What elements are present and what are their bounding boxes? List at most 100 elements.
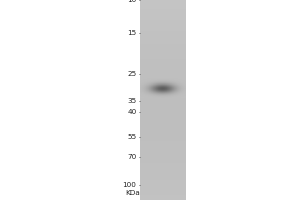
Bar	[140, 183, 186, 184]
Bar	[140, 143, 186, 144]
Bar	[140, 80, 186, 81]
Bar	[140, 20, 186, 21]
Bar	[140, 2, 186, 3]
Bar	[140, 103, 186, 104]
Bar	[140, 40, 186, 41]
Bar	[140, 6, 186, 7]
Bar	[140, 68, 186, 69]
Bar	[140, 164, 186, 165]
Bar	[140, 66, 186, 67]
Bar	[140, 57, 186, 58]
Bar	[140, 134, 186, 135]
Bar	[140, 12, 186, 13]
Bar	[140, 171, 186, 172]
Bar	[140, 87, 186, 88]
Bar	[140, 78, 186, 79]
Bar	[140, 64, 186, 65]
Bar	[140, 101, 186, 102]
Bar	[140, 47, 186, 48]
Bar	[140, 5, 186, 6]
Bar	[140, 85, 186, 86]
Bar	[140, 193, 186, 194]
Bar	[140, 73, 186, 74]
Bar	[140, 88, 186, 89]
Bar	[140, 98, 186, 99]
Bar	[140, 100, 186, 101]
Bar	[140, 75, 186, 76]
Bar	[140, 30, 186, 31]
Bar	[140, 31, 186, 32]
Bar	[140, 0, 186, 1]
Bar	[140, 179, 186, 180]
Bar	[140, 125, 186, 126]
Bar	[140, 11, 186, 12]
Bar	[140, 152, 186, 153]
Bar	[140, 60, 186, 61]
Bar	[140, 196, 186, 197]
Bar	[140, 168, 186, 169]
Bar	[140, 105, 186, 106]
Bar	[140, 194, 186, 195]
Bar	[140, 157, 186, 158]
Bar	[140, 69, 186, 70]
Bar	[140, 115, 186, 116]
Bar	[140, 189, 186, 190]
Bar	[140, 150, 186, 151]
Bar	[140, 148, 186, 149]
Bar	[140, 133, 186, 134]
Bar	[140, 114, 186, 115]
Bar	[140, 156, 186, 157]
Bar	[140, 158, 186, 159]
Bar	[140, 167, 186, 168]
Bar	[140, 38, 186, 39]
Bar	[140, 70, 186, 71]
Bar	[140, 122, 186, 123]
Bar	[140, 82, 186, 83]
Bar	[140, 128, 186, 129]
Bar	[140, 197, 186, 198]
Text: 10: 10	[127, 0, 136, 3]
Bar	[140, 24, 186, 25]
Bar	[140, 53, 186, 54]
Bar	[140, 65, 186, 66]
Bar	[140, 154, 186, 155]
Bar	[140, 4, 186, 5]
Bar	[140, 172, 186, 173]
Bar	[140, 81, 186, 82]
Bar	[140, 120, 186, 121]
Bar	[140, 19, 186, 20]
Bar	[140, 153, 186, 154]
Bar	[140, 117, 186, 118]
Bar	[140, 94, 186, 95]
Bar	[140, 140, 186, 141]
Bar	[140, 147, 186, 148]
Text: 55: 55	[127, 134, 136, 140]
Bar	[140, 32, 186, 33]
Bar	[140, 195, 186, 196]
Bar	[140, 162, 186, 163]
Bar	[140, 96, 186, 97]
Bar	[140, 13, 186, 14]
Bar	[140, 161, 186, 162]
Bar	[140, 86, 186, 87]
Bar	[140, 16, 186, 17]
Bar	[140, 21, 186, 22]
Bar	[140, 37, 186, 38]
Bar	[140, 112, 186, 113]
Bar	[140, 129, 186, 130]
Bar	[140, 18, 186, 19]
Bar	[140, 165, 186, 166]
Bar	[140, 3, 186, 4]
Bar	[140, 123, 186, 124]
Bar	[140, 159, 186, 160]
Bar	[140, 187, 186, 188]
Bar	[140, 49, 186, 50]
Bar	[140, 45, 186, 46]
Bar	[140, 111, 186, 112]
Bar	[140, 184, 186, 185]
Bar	[140, 170, 186, 171]
Bar	[140, 181, 186, 182]
Bar	[140, 178, 186, 179]
Bar	[140, 131, 186, 132]
Bar	[140, 137, 186, 138]
